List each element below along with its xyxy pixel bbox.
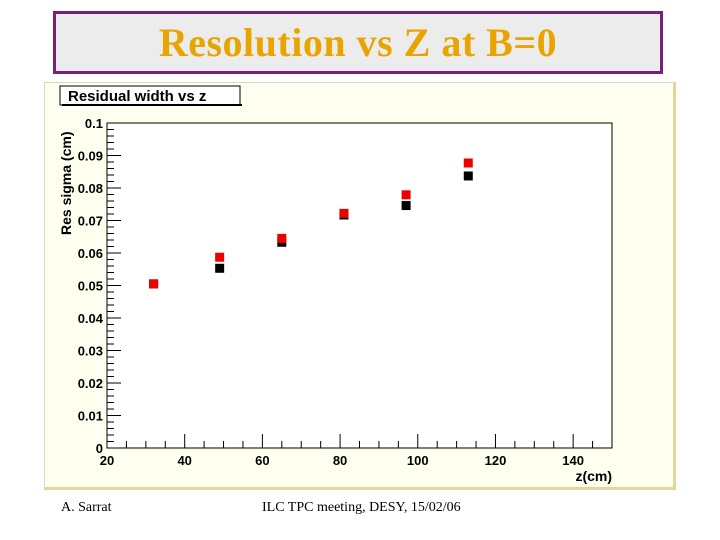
slide-title-box: Resolution vs Z at B=0 [53,11,663,74]
footer-event: ILC TPC meeting, DESY, 15/02/06 [262,500,461,515]
y-tick-label: 0 [96,441,103,456]
y-tick-label: 0.1 [85,116,103,131]
y-tick-label: 0.02 [78,376,103,391]
series-2-point [215,252,225,262]
x-tick-label: 40 [177,453,191,468]
series-1-point [463,171,473,181]
y-tick-label: 0.07 [78,214,103,229]
series-2-point [463,158,473,168]
slide-title: Resolution vs Z at B=0 [158,20,558,65]
x-tick-label: 80 [333,453,347,468]
y-tick-label: 0.03 [78,344,103,359]
x-tick-label: 100 [407,453,429,468]
y-axis-title: Res sigma (cm) [58,132,74,235]
y-tick-label: 0.04 [78,311,104,326]
y-tick-label: 0.06 [78,246,103,261]
y-tick-label: 0.05 [78,279,103,294]
chart-title: Residual width vs z [68,88,206,105]
y-tick-label: 0.08 [78,181,103,196]
y-tick-label: 0.01 [78,409,103,424]
x-tick-label: 20 [100,453,114,468]
x-tick-label: 120 [485,453,507,468]
series-2-point [401,190,411,200]
x-tick-label: 60 [255,453,269,468]
chart-title-shadow [62,104,242,106]
series-2-point [339,208,349,218]
x-tick-label: 140 [562,453,584,468]
plot-frame [106,122,613,449]
series-1-point [215,263,225,273]
series-2-point [149,279,159,289]
series-2-point [277,233,287,243]
footer-author: A. Sarrat [61,500,112,515]
series-1-point [401,201,411,211]
y-tick-label: 0.09 [78,149,103,164]
x-axis-title: z(cm) [575,468,612,484]
